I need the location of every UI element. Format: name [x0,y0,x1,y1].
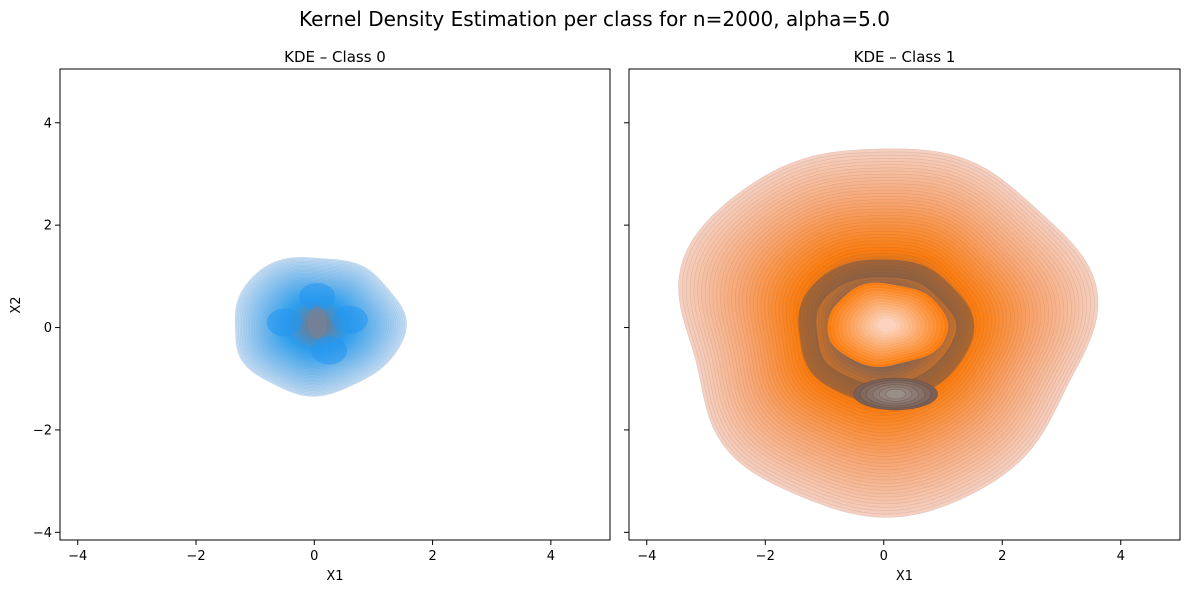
x-tick-label: 0 [310,549,318,564]
density-hot-spot [885,388,906,400]
density-lobe [331,305,368,334]
x-tick-label: −4 [68,549,87,564]
x-tick-label: 4 [547,549,555,564]
x-tick-label: −4 [637,549,656,564]
panel-class-1: KDE – Class 1 −4 −2 0 2 4 X1 [624,48,1181,584]
y-tick-label: 2 [44,219,52,234]
y-tick-label: 0 [44,321,52,336]
figure-title: Kernel Density Estimation per class for … [299,7,890,31]
y-tick-label: −2 [33,423,52,438]
x-tick-label: 0 [880,549,888,564]
density-core [307,306,328,339]
y-tick-label: −4 [33,526,52,541]
density-hole-contour [877,318,897,332]
density-lobe [266,308,303,337]
x-tick-label: 2 [428,549,436,564]
panel-1-title: KDE – Class 1 [854,48,956,66]
panel-class-0: KDE – Class 0 −4 −2 0 2 4 −4 −2 0 2 4 X1 X2 [9,48,611,584]
x-tick-label: −2 [186,549,205,564]
panel-1-frame [628,68,1181,541]
panel-1-ticks: −4 −2 0 2 4 [624,122,1125,564]
panel-0-frame [59,68,611,541]
panel-1-density [678,148,1099,518]
panel-0-xlabel: X1 [326,569,343,584]
density-lobe [311,336,348,365]
panel-0-title: KDE – Class 0 [284,48,386,66]
panel-1-xlabel: X1 [896,569,913,584]
panel-0-ticks: −4 −2 0 2 4 −4 −2 0 2 4 [33,116,555,564]
x-tick-label: 2 [998,549,1006,564]
x-tick-label: 4 [1117,549,1125,564]
y-tick-label: 4 [44,116,52,131]
panel-0-ylabel: X2 [9,296,24,313]
density-lobe [299,282,336,311]
x-tick-label: −2 [756,549,775,564]
panel-0-density [234,257,407,397]
